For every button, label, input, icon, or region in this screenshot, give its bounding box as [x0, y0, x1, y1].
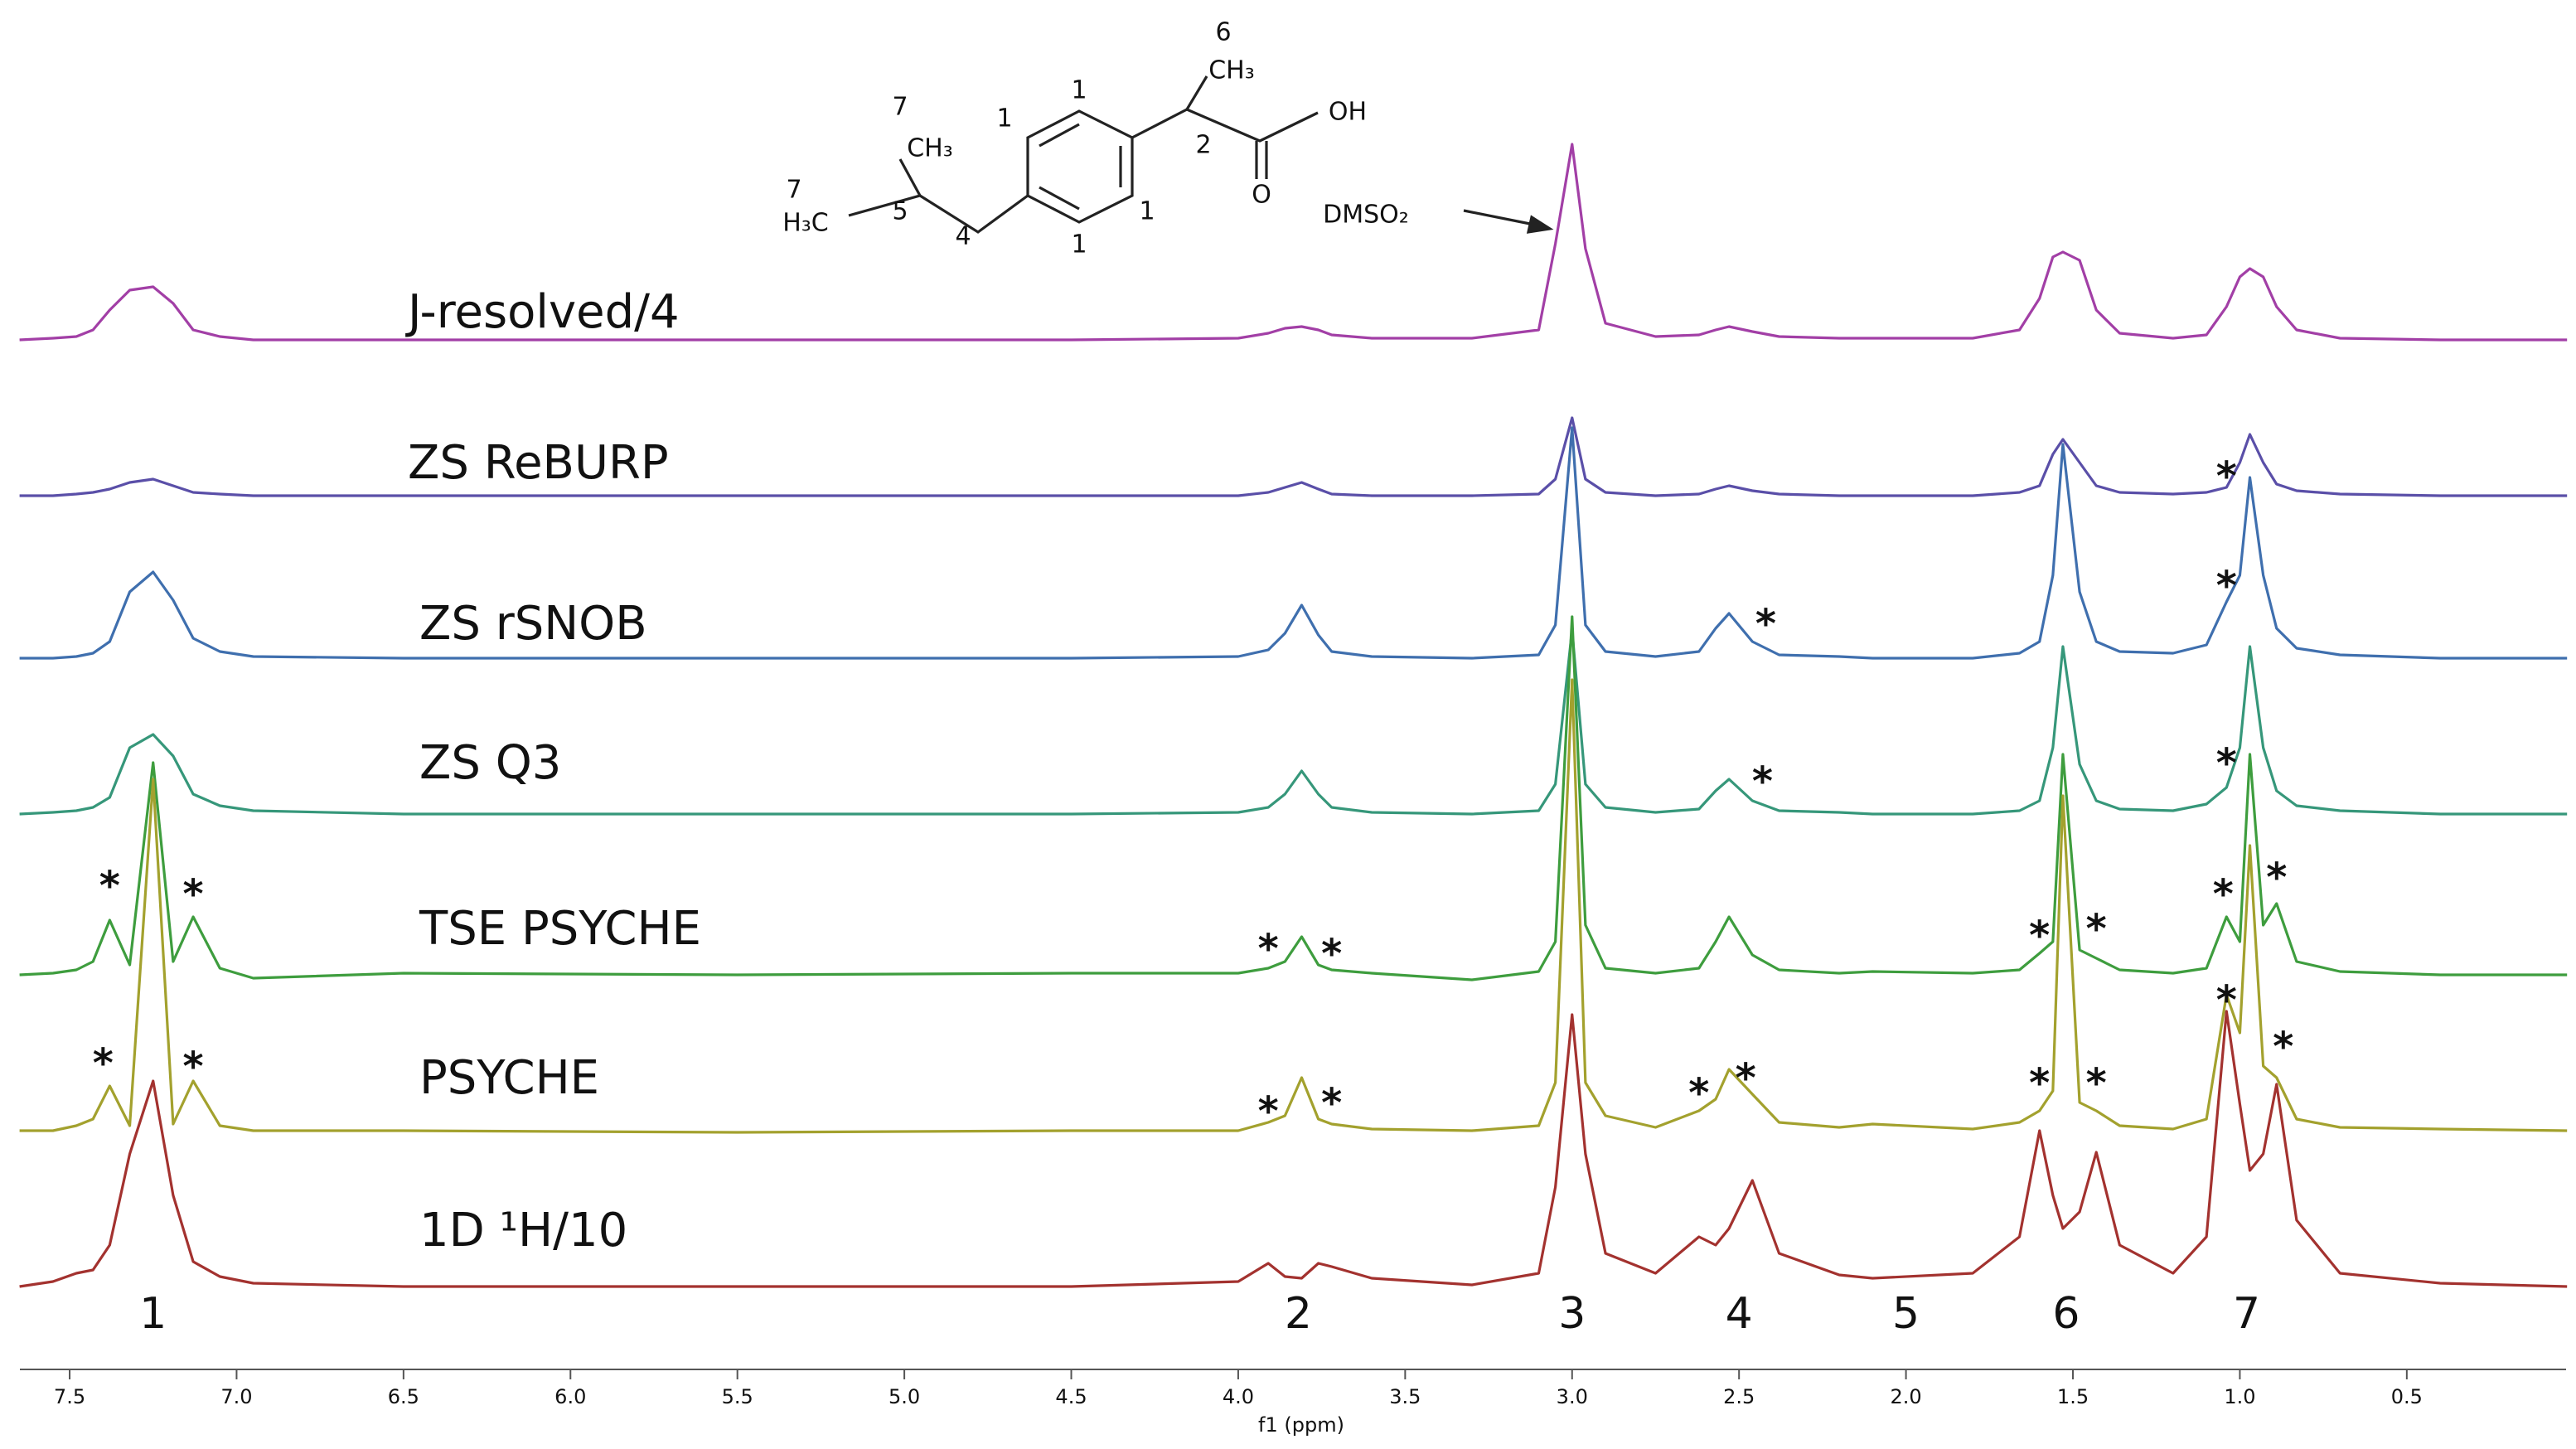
spectrum-trace: [19, 416, 2568, 497]
molecule: [848, 75, 1554, 234]
trace-label: ZS Q3: [419, 736, 561, 790]
spectrum-trace: [19, 628, 2568, 816]
bond: [1185, 75, 1208, 110]
peak-asterisk: *: [1755, 601, 1776, 647]
atom-label: OH: [1329, 98, 1367, 127]
peak-number: 3: [1558, 1289, 1586, 1339]
atom-label: H₃C: [782, 209, 829, 238]
peak-asterisk: *: [2213, 871, 2234, 918]
bond: [1131, 108, 1319, 143]
atom-label: CH₃: [1208, 56, 1255, 85]
x-tick-label: 2.5: [1723, 1385, 1755, 1408]
peak-asterisk: *: [99, 863, 120, 909]
x-tick-label: 7.5: [54, 1385, 85, 1408]
x-tick-label: 6.5: [388, 1385, 419, 1408]
atom-label: 1: [1071, 230, 1087, 259]
peak-asterisk: *: [2273, 1024, 2293, 1070]
x-tick-label: 3.0: [1557, 1385, 1588, 1408]
peak-asterisk: *: [1736, 1055, 1756, 1102]
x-tick-label: 6.0: [554, 1385, 586, 1408]
spectrum-trace: [19, 1010, 2568, 1288]
peak-number: 7: [2233, 1289, 2260, 1339]
x-tick-label: 0.5: [2391, 1385, 2423, 1408]
spectrum-trace: [19, 426, 2568, 660]
trace-label: ZS ReBURP: [408, 436, 669, 490]
atom-label: 1: [996, 104, 1012, 133]
peak-asterisk: *: [93, 1040, 114, 1087]
x-axis-label: f1 (ppm): [1258, 1413, 1344, 1437]
peak-asterisk: *: [1258, 926, 1279, 972]
atom-label: 7: [892, 93, 908, 122]
bond: [1039, 123, 1080, 148]
trace-label: ZS rSNOB: [419, 597, 647, 651]
molecule-labels: 6 CH₃ 1 1 1 1 2 OH O 7 CH₃ 7 H₃C 5 4 DMS…: [782, 18, 1409, 259]
peak-asterisk: *: [183, 1044, 204, 1090]
x-tick-label: 3.5: [1389, 1385, 1421, 1408]
bond: [1039, 186, 1080, 211]
peak-asterisk: *: [1258, 1088, 1279, 1135]
atom-label: 6: [1215, 18, 1231, 47]
peak-asterisk: *: [2216, 740, 2237, 787]
x-tick-label: 4.5: [1055, 1385, 1087, 1408]
peak-asterisk: *: [2029, 1060, 2050, 1107]
atom-label: 2: [1195, 131, 1211, 160]
atom-label: 5: [892, 197, 908, 226]
peak-asterisk: *: [2216, 453, 2237, 500]
spectrum-trace: [19, 615, 2568, 981]
arrow-head: [1526, 215, 1554, 234]
atom-label: 1: [1071, 76, 1087, 105]
arrow: [1463, 209, 1539, 227]
x-tick-label: 2.0: [1891, 1385, 1922, 1408]
trace-label: PSYCHE: [419, 1051, 599, 1105]
atom-label: 1: [1139, 197, 1155, 226]
peak-asterisk: *: [1752, 758, 1773, 805]
peak-asterisk: *: [1688, 1070, 1709, 1117]
atom-label: O: [1252, 181, 1271, 210]
atom-label: CH₃: [907, 134, 953, 163]
peak-asterisk: *: [2029, 913, 2050, 959]
spectrum-trace: [19, 678, 2568, 1134]
benzene-ring: [1026, 109, 1134, 224]
x-tick-label: 5.0: [889, 1385, 920, 1408]
peak-number: 6: [2052, 1289, 2080, 1339]
x-tick-label: 1.5: [2057, 1385, 2089, 1408]
atom-label: 7: [786, 176, 801, 205]
trace-label: J-resolved/4: [405, 285, 680, 339]
peak-asterisk: *: [2216, 563, 2237, 609]
peak-asterisk: *: [2086, 906, 2107, 952]
dmso-label: DMSO₂: [1323, 201, 1409, 230]
trace-label: TSE PSYCHE: [419, 902, 701, 956]
peak-number: 2: [1285, 1289, 1312, 1339]
peak-asterisk: *: [1321, 931, 1342, 977]
bond: [848, 194, 1029, 234]
spectrum-trace: [19, 143, 2568, 342]
atom-label: 4: [955, 222, 971, 251]
peak-asterisk: *: [1321, 1080, 1342, 1127]
peak-number: 1: [139, 1289, 167, 1339]
peak-asterisk: *: [2266, 855, 2287, 901]
peak-asterisk: *: [2086, 1060, 2107, 1107]
peak-asterisk: *: [183, 871, 204, 918]
x-tick-label: 7.0: [220, 1385, 252, 1408]
trace-label: 1D ¹H/10: [419, 1204, 627, 1258]
bond: [898, 158, 922, 196]
x-tick-label: 5.5: [722, 1385, 753, 1408]
x-tick-label: 1.0: [2224, 1385, 2255, 1408]
peak-number: 5: [1892, 1289, 1920, 1339]
peak-number: 4: [1726, 1289, 1753, 1339]
x-tick-label: 4.0: [1223, 1385, 1254, 1408]
